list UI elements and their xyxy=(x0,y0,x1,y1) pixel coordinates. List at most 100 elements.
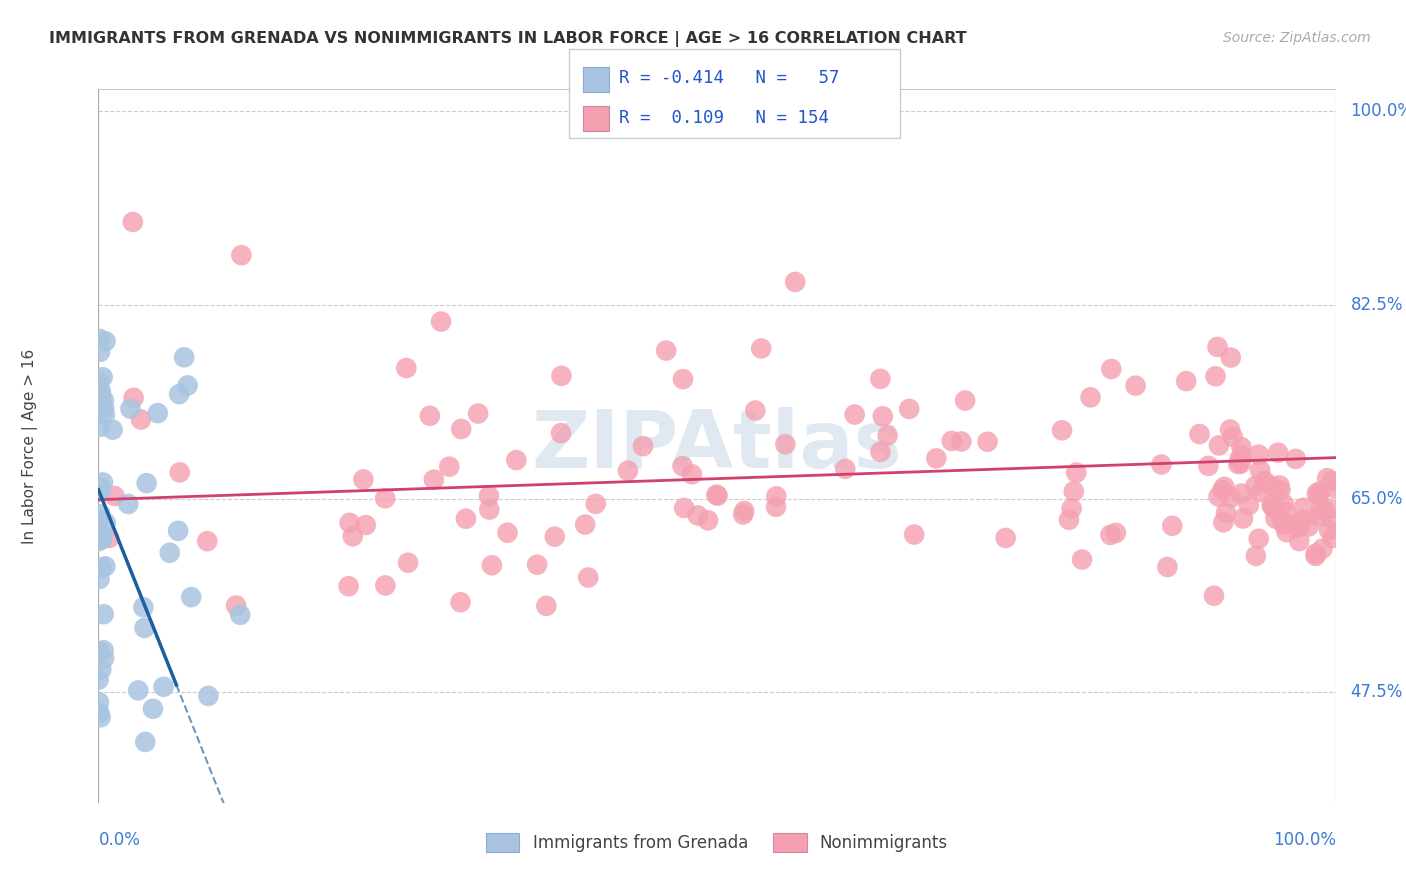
Point xyxy=(152,680,174,694)
Point xyxy=(1309,503,1331,517)
Point xyxy=(1286,521,1309,535)
Point xyxy=(550,368,572,383)
Point xyxy=(1212,516,1234,530)
Point xyxy=(1227,457,1250,471)
Text: R = -0.414   N =   57: R = -0.414 N = 57 xyxy=(619,70,839,87)
Point xyxy=(1305,547,1327,561)
Point xyxy=(1197,458,1219,473)
Point xyxy=(134,735,156,749)
Point xyxy=(374,578,396,592)
Point xyxy=(89,644,111,658)
Point xyxy=(395,361,418,376)
Point xyxy=(1057,513,1080,527)
Point xyxy=(1288,519,1310,533)
Point xyxy=(672,372,695,386)
Point xyxy=(1202,589,1225,603)
Point xyxy=(1099,528,1122,542)
Point xyxy=(478,489,501,503)
Point xyxy=(454,512,477,526)
Point xyxy=(1230,440,1253,454)
Point xyxy=(1260,479,1282,493)
Point xyxy=(585,497,607,511)
Point xyxy=(89,420,111,434)
Point xyxy=(1308,488,1330,502)
Point xyxy=(1215,506,1237,520)
Point xyxy=(697,513,720,527)
Point xyxy=(1125,378,1147,392)
Point xyxy=(681,467,703,482)
Point xyxy=(1319,512,1341,526)
Point xyxy=(686,508,709,523)
Point xyxy=(197,689,219,703)
Point xyxy=(1213,480,1236,494)
Point xyxy=(91,370,114,384)
Point xyxy=(903,527,925,541)
Point xyxy=(1230,457,1253,471)
Point xyxy=(1105,525,1128,540)
Point xyxy=(90,710,112,724)
Point xyxy=(869,445,891,459)
Point xyxy=(352,472,374,486)
Point xyxy=(1267,446,1289,460)
Text: 0.0%: 0.0% xyxy=(98,831,141,849)
Point xyxy=(785,275,807,289)
Point xyxy=(89,508,111,522)
Point xyxy=(1270,483,1292,498)
Point xyxy=(1319,501,1341,516)
Point xyxy=(89,527,111,541)
Point xyxy=(1188,427,1211,442)
Point xyxy=(167,524,190,538)
Point xyxy=(706,488,728,502)
Point xyxy=(467,407,489,421)
Point xyxy=(1250,485,1272,500)
Point xyxy=(1205,369,1227,384)
Point xyxy=(941,434,963,448)
Point xyxy=(872,409,894,424)
Point xyxy=(1219,351,1241,365)
Point xyxy=(229,607,252,622)
Point xyxy=(89,332,111,346)
Point xyxy=(101,423,124,437)
Point xyxy=(478,502,501,516)
Point xyxy=(87,695,110,709)
Point xyxy=(146,406,169,420)
Point xyxy=(89,482,111,496)
Point xyxy=(120,401,142,416)
Point xyxy=(1064,466,1087,480)
Point xyxy=(655,343,678,358)
Point xyxy=(1270,514,1292,528)
Point xyxy=(1222,430,1244,444)
Point xyxy=(1229,452,1251,467)
Text: R =  0.109   N = 154: R = 0.109 N = 154 xyxy=(619,109,828,127)
Point xyxy=(87,673,110,687)
Point xyxy=(339,516,361,530)
Point xyxy=(87,398,110,412)
Point xyxy=(1253,474,1275,488)
Point xyxy=(1306,486,1329,500)
Point xyxy=(1264,511,1286,525)
Point xyxy=(1322,531,1344,545)
Point xyxy=(94,516,117,530)
Point xyxy=(775,437,797,451)
Point xyxy=(1156,560,1178,574)
Point xyxy=(89,344,111,359)
Point xyxy=(169,466,191,480)
Point xyxy=(576,570,599,584)
Point xyxy=(89,512,111,526)
Point xyxy=(526,558,548,572)
Point xyxy=(1206,340,1229,354)
Point xyxy=(1285,516,1308,531)
Point xyxy=(142,702,165,716)
Point xyxy=(617,464,640,478)
Point xyxy=(94,559,117,574)
Point xyxy=(1320,474,1343,488)
Point xyxy=(354,518,377,533)
Point xyxy=(87,534,110,549)
Point xyxy=(89,375,111,389)
Point xyxy=(1237,498,1260,512)
Point xyxy=(134,621,156,635)
Point xyxy=(430,314,453,328)
Point xyxy=(1244,479,1267,493)
Point xyxy=(103,489,125,503)
Point xyxy=(342,529,364,543)
